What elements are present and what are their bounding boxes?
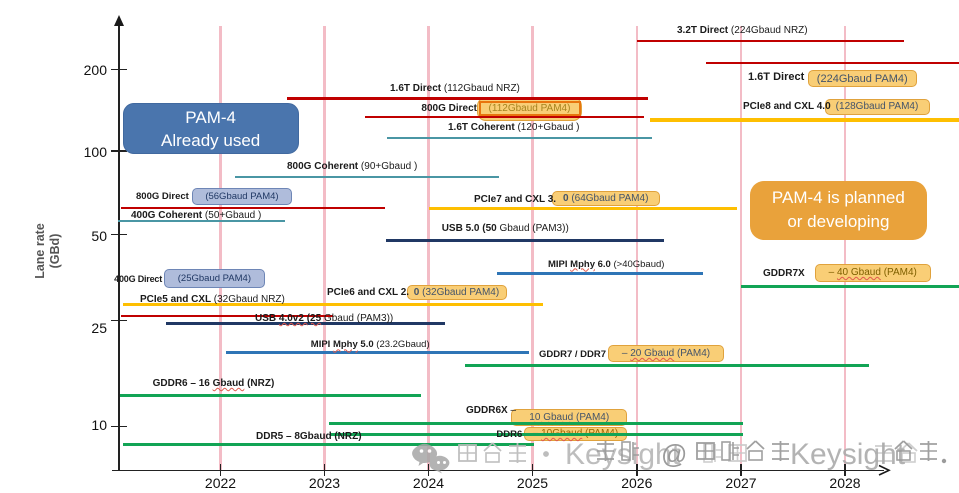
svg-text:@: @ [661,439,687,469]
svg-text:Keysight: Keysight [790,438,906,471]
svg-text:Keysight: Keysight [565,438,681,471]
